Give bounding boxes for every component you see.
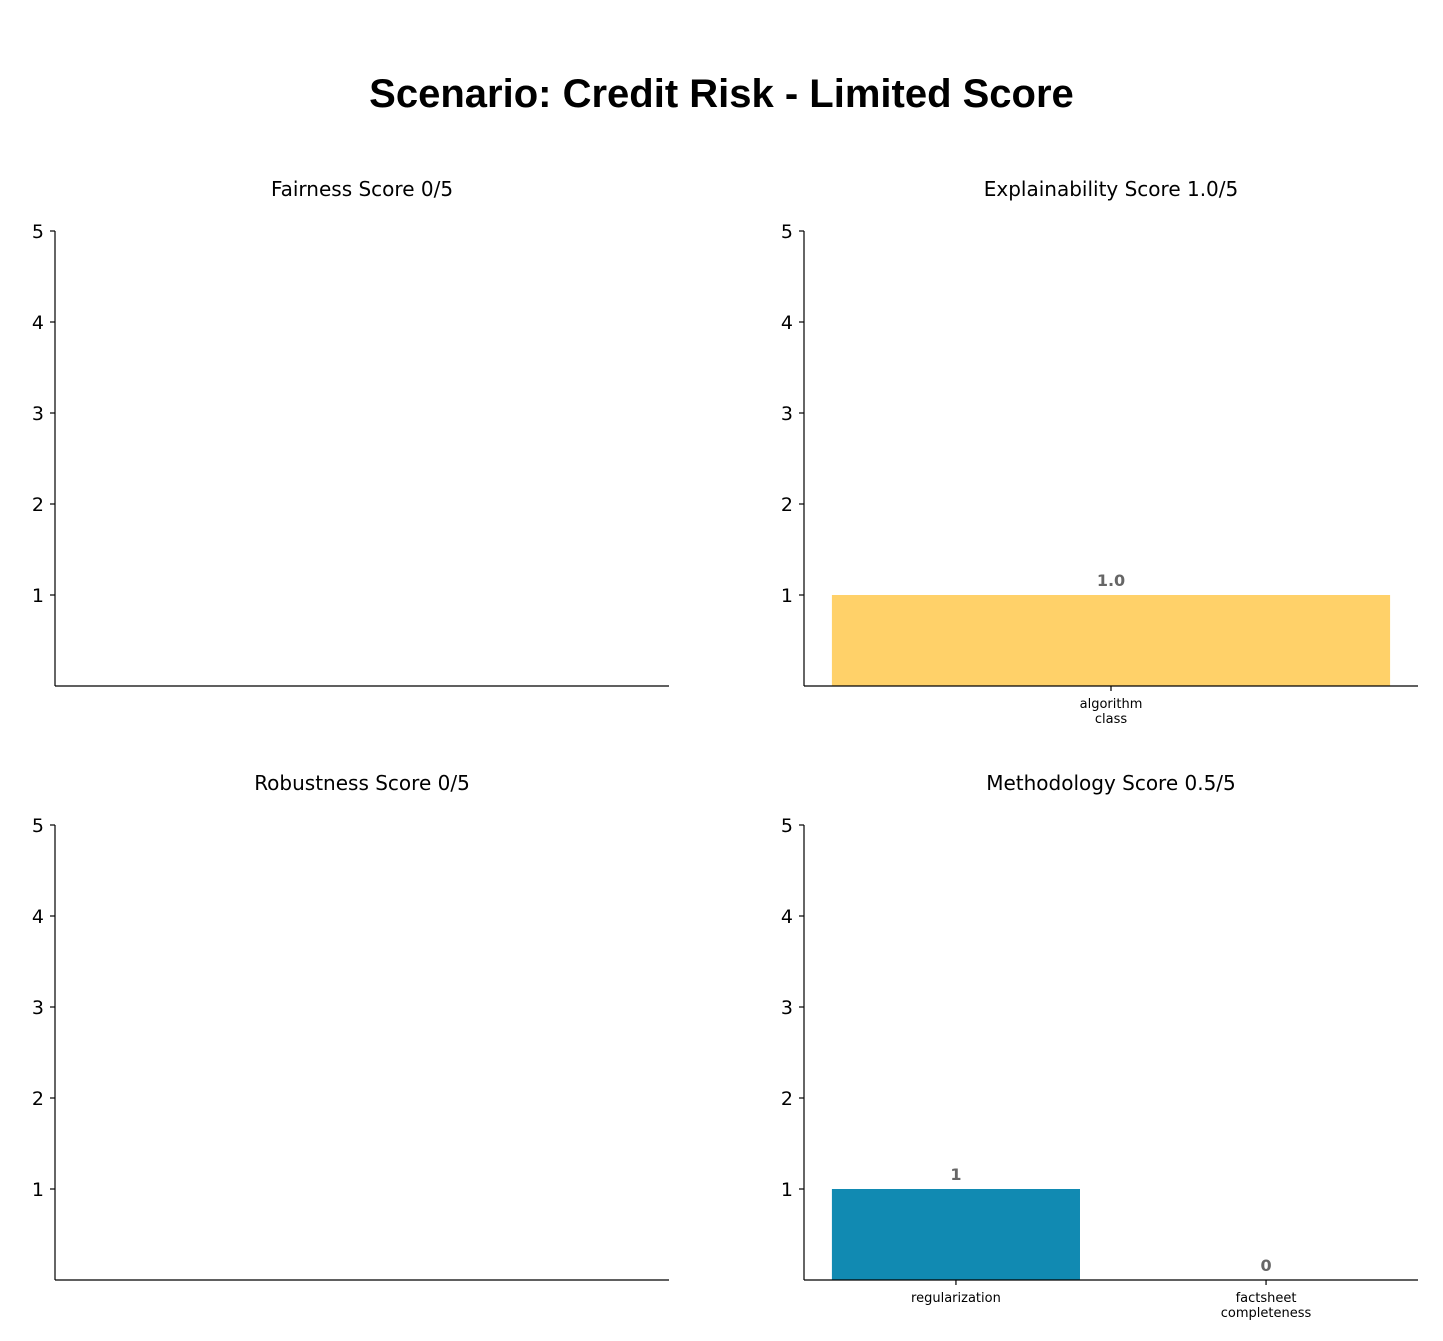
chart-panel-1: Fairness Score 0/5 1 2 3 4 5 [32, 177, 669, 687]
panel-title: Explainability Score 1.0/5 [984, 177, 1239, 201]
panel-title: Methodology Score 0.5/5 [986, 771, 1236, 795]
y-tick-label: 1 [32, 1179, 44, 1201]
y-tick-label: 3 [32, 403, 44, 425]
y-tick-label: 5 [781, 815, 793, 837]
data-label: 1.0 [1097, 571, 1125, 590]
y-tick-label: 1 [781, 1179, 793, 1201]
x-tick-label: algorithm class [1080, 697, 1143, 727]
data-label: 1 [950, 1165, 961, 1184]
y-tick-label: 1 [781, 585, 793, 607]
figure-title: Scenario: Credit Risk - Limited Score [369, 72, 1074, 116]
y-tick-label: 2 [781, 1088, 793, 1110]
y-tick-label: 5 [781, 221, 793, 243]
y-tick-label: 5 [32, 221, 44, 243]
bar [831, 1189, 1080, 1280]
panel-title: Fairness Score 0/5 [271, 177, 453, 201]
y-tick-label: 3 [32, 997, 44, 1019]
y-tick-label: 4 [32, 906, 44, 928]
chart-panel-3: Robustness Score 0/5 1 2 3 4 5 [32, 771, 669, 1281]
y-tick-label: 3 [781, 403, 793, 425]
chart-panel-4: Methodology Score 0.5/5 1 regularization 0 f… [781, 771, 1418, 1321]
bar [831, 595, 1391, 686]
y-tick-label: 1 [32, 585, 44, 607]
y-tick-label: 2 [781, 494, 793, 516]
y-tick-label: 4 [781, 906, 793, 928]
x-tick-label: regularization [911, 1291, 1001, 1306]
panel-title: Robustness Score 0/5 [254, 771, 470, 795]
y-tick-label: 2 [32, 494, 44, 516]
data-label: 0 [1260, 1256, 1271, 1275]
y-tick-label: 4 [781, 312, 793, 334]
x-tick-label: factsheet completeness [1221, 1291, 1312, 1321]
chart-panel-2: Explainability Score 1.0/5 1.0 algorithm cl… [781, 177, 1418, 727]
y-tick-label: 5 [32, 815, 44, 837]
y-tick-label: 2 [32, 1088, 44, 1110]
y-tick-label: 3 [781, 997, 793, 1019]
y-tick-label: 4 [32, 312, 44, 334]
